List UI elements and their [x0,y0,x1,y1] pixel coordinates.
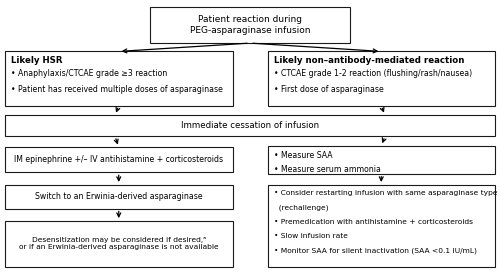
Text: • CTCAE grade 1-2 reaction (flushing/rash/nausea): • CTCAE grade 1-2 reaction (flushing/ras… [274,69,471,78]
Text: • Consider restarting infusion with same asparaginase type: • Consider restarting infusion with same… [274,190,497,196]
FancyBboxPatch shape [5,185,232,208]
Text: Immediate cessation of infusion: Immediate cessation of infusion [181,121,319,130]
Text: Likely non–antibody-mediated reaction: Likely non–antibody-mediated reaction [274,56,464,65]
Text: • Premedication with antihistamine + corticosteroids: • Premedication with antihistamine + cor… [274,219,472,225]
FancyBboxPatch shape [268,51,495,106]
Text: • Patient has received multiple doses of asparaginase: • Patient has received multiple doses of… [11,85,223,93]
Text: • First dose of asparaginase: • First dose of asparaginase [274,85,384,93]
Text: • Anaphylaxis/CTCAE grade ≥3 reaction: • Anaphylaxis/CTCAE grade ≥3 reaction [11,69,167,78]
FancyBboxPatch shape [268,146,495,174]
Text: Patient reaction during
PEG-asparaginase infusion: Patient reaction during PEG-asparaginase… [190,15,310,35]
FancyBboxPatch shape [150,7,350,43]
FancyBboxPatch shape [268,185,495,267]
FancyBboxPatch shape [5,51,232,106]
FancyBboxPatch shape [5,147,232,172]
FancyBboxPatch shape [5,115,495,136]
Text: • Monitor SAA for silent inactivation (SAA <0.1 IU/mL): • Monitor SAA for silent inactivation (S… [274,248,476,254]
FancyBboxPatch shape [5,221,232,267]
Text: • Measure SAA: • Measure SAA [274,151,332,160]
Text: • Slow infusion rate: • Slow infusion rate [274,233,347,239]
Text: (rechallenge): (rechallenge) [274,204,328,211]
Text: Switch to an Erwinia-derived asparaginase: Switch to an Erwinia-derived asparaginas… [35,192,202,201]
Text: IM epinephrine +/– IV antihistamine + corticosteroids: IM epinephrine +/– IV antihistamine + co… [14,155,224,164]
Text: Desensitization may be considered if desired,ᵃ
or if an Erwinia-derived asparagi: Desensitization may be considered if des… [19,237,218,250]
Text: • Measure serum ammonia: • Measure serum ammonia [274,165,380,174]
Text: Likely HSR: Likely HSR [11,56,63,65]
